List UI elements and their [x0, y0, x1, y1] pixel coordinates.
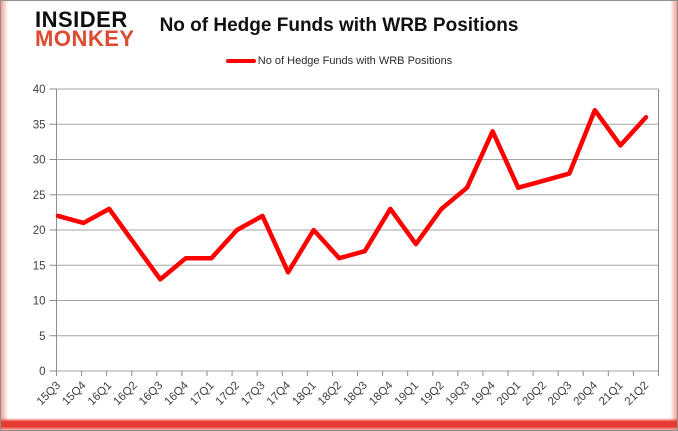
x-tick-label: 17Q3 [239, 380, 267, 408]
y-tick-label: 40 [33, 84, 46, 96]
x-tick-label: 18Q1 [290, 380, 318, 408]
series-line [55, 107, 649, 282]
page-title: No of Hedge Funds with WRB Positions [159, 15, 519, 36]
x-tick-label: 17Q1 [188, 380, 216, 408]
x-tick-label: 19Q2 [418, 380, 446, 408]
x-tick-label: 15Q3 [35, 380, 63, 408]
legend-line-swatch [225, 59, 256, 63]
x-tick-label: 16Q2 [111, 380, 139, 408]
x-tick-label: 17Q2 [214, 380, 242, 408]
x-tick-label: 20Q4 [572, 379, 601, 408]
x-tick-label: 16Q4 [163, 379, 192, 408]
x-tick-label: 18Q3 [342, 380, 370, 408]
x-tick-label: 19Q1 [393, 380, 421, 408]
brand-line-monkey: MONKEY [35, 25, 135, 51]
x-tick-label: 20Q3 [546, 380, 574, 408]
brand-line-insider: INSIDER [35, 7, 128, 32]
y-tick-label: 30 [33, 155, 46, 167]
x-tick-label: 15Q4 [60, 379, 89, 408]
x-tick-label: 18Q4 [367, 379, 396, 408]
y-tick-label: 35 [33, 119, 46, 131]
x-tick-label: 21Q2 [623, 380, 651, 408]
x-tick-label: 20Q1 [495, 380, 523, 408]
x-tick-label: 21Q1 [597, 380, 625, 408]
x-tick-label: 19Q3 [444, 380, 472, 408]
y-tick-label: 20 [33, 225, 46, 237]
brand-logo: INSIDER MONKEY [35, 7, 135, 51]
y-tick-label: 25 [33, 190, 46, 202]
x-tick-label: 19Q4 [469, 379, 498, 408]
x-tick-label: 20Q2 [520, 380, 548, 408]
x-tick-label: 16Q1 [86, 380, 114, 408]
legend: No of Hedge Funds with WRB Positions [1, 55, 677, 67]
x-tick-label: 17Q4 [265, 379, 294, 408]
y-tick-label: 15 [33, 260, 46, 272]
y-tick-label: 5 [39, 331, 45, 343]
y-tick-label: 10 [33, 296, 46, 308]
legend-label: No of Hedge Funds with WRB Positions [257, 55, 453, 67]
x-tick-label: 18Q2 [316, 380, 344, 408]
y-tick-label: 0 [39, 366, 45, 378]
x-tick-label: 16Q3 [137, 380, 165, 408]
